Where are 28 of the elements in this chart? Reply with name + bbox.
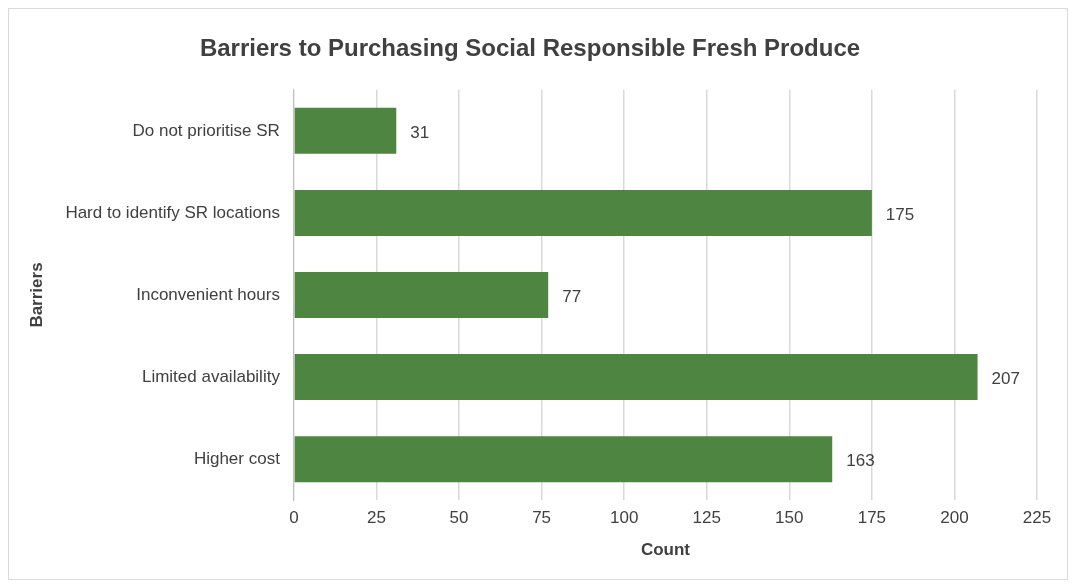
- x-tick-label: 50: [449, 508, 469, 528]
- x-tick-label: 0: [289, 508, 299, 528]
- y-tick-label: Inconvenient hours: [136, 284, 280, 304]
- x-tick-label: 150: [775, 508, 804, 528]
- bar: [294, 107, 397, 154]
- y-tick-label: Do not prioritise SR: [132, 120, 280, 140]
- x-tick-label: 125: [692, 508, 721, 528]
- bar: [294, 272, 549, 318]
- x-axis-title: Count: [640, 540, 691, 560]
- bar: [294, 354, 978, 401]
- y-tick-label: Limited availability: [141, 366, 281, 386]
- x-tick-label: 225: [1022, 508, 1052, 528]
- x-tick-label: 75: [532, 508, 552, 528]
- data-label: 207: [991, 368, 1020, 388]
- x-tick-label: 175: [857, 508, 887, 528]
- y-tick-label: Hard to identify SR locations: [65, 202, 280, 222]
- bar: [294, 189, 872, 236]
- chart-title: Barriers to Purchasing Social Responsible Fresh Produce: [199, 34, 861, 62]
- data-label: 77: [562, 286, 582, 306]
- x-tick-label: 25: [367, 508, 386, 528]
- x-tick-label: 100: [609, 508, 639, 528]
- bar: [294, 436, 833, 483]
- data-label: 175: [885, 204, 915, 224]
- data-label: 31: [410, 122, 430, 142]
- x-tick-label: 200: [940, 508, 969, 528]
- y-tick-label: Higher cost: [193, 448, 281, 468]
- y-axis-title: Barriers: [26, 262, 46, 328]
- data-label: 163: [846, 450, 875, 470]
